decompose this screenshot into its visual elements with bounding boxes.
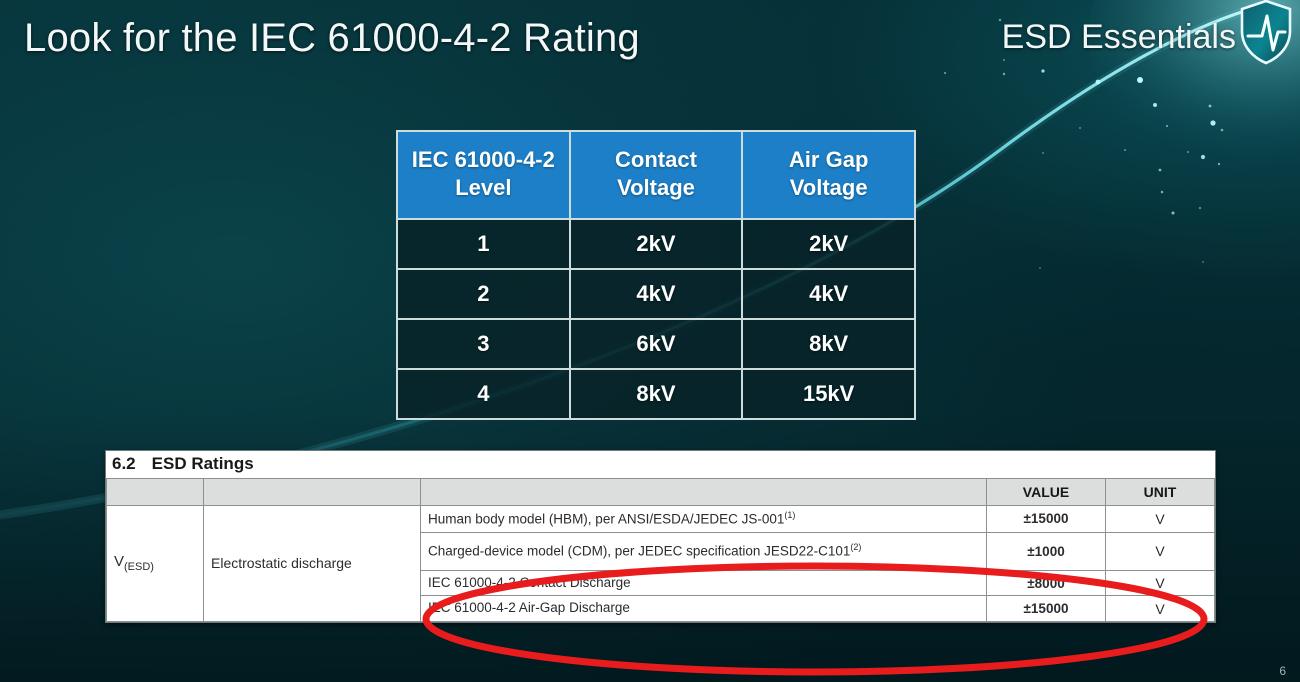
datasheet-value-cell: ±8000 xyxy=(986,569,1106,597)
datasheet-header-parameter xyxy=(203,478,421,506)
brand-title: ESD Essentials xyxy=(1001,17,1236,56)
datasheet-symbol: V xyxy=(114,553,125,571)
datasheet-body: V(ESD) Electrostatic discharge Human bod… xyxy=(106,505,1215,622)
spec-cell-airgap: 4kV xyxy=(741,268,916,321)
spec-cell-contact: 2kV xyxy=(568,218,744,271)
table-row: V(ESD) Electrostatic discharge Human bod… xyxy=(106,505,1215,622)
spec-header-contact-voltage: Contact Voltage xyxy=(568,129,744,221)
datasheet-unit-cell: V xyxy=(1105,569,1215,597)
datasheet-value-cell: ±15000 xyxy=(986,595,1106,622)
datasheet-unit-cell: V xyxy=(1105,531,1215,571)
datasheet-section-title: ESD Ratings xyxy=(151,454,254,473)
brand-lockup: ESD Essentials xyxy=(1001,0,1292,66)
datasheet-section-number: 6.2 xyxy=(112,454,136,473)
spec-cell-contact: 4kV xyxy=(568,268,744,321)
spec-table-body: 1 2kV 2kV 2 4kV 4kV 3 6kV 8kV 4 8kV 15kV xyxy=(396,218,916,421)
spec-cell-airgap: 15kV xyxy=(741,368,916,421)
spec-cell-level: 2 xyxy=(396,268,571,321)
spec-cell-contact: 8kV xyxy=(568,368,744,421)
spec-header-air-gap-voltage: Air Gap Voltage xyxy=(741,129,916,221)
datasheet-footnote-marker: (1) xyxy=(784,510,796,520)
table-row: 4 8kV 15kV xyxy=(396,368,916,421)
spec-table-header-row: IEC 61000-4-2 Level Contact Voltage Air … xyxy=(396,129,916,221)
spec-cell-contact: 6kV xyxy=(568,318,744,371)
datasheet-value-cell: ±15000 xyxy=(986,505,1106,533)
table-row: 3 6kV 8kV xyxy=(396,318,916,371)
spec-header-contact-line2: Voltage xyxy=(617,175,695,201)
table-row: 2 4kV 4kV xyxy=(396,268,916,321)
spec-header-level: IEC 61000-4-2 Level xyxy=(396,129,571,221)
iec-level-table: IEC 61000-4-2 Level Contact Voltage Air … xyxy=(396,129,916,421)
datasheet-description-cell: Charged-device model (CDM), per JEDEC sp… xyxy=(420,531,987,571)
spec-cell-level: 4 xyxy=(396,368,571,421)
page-number: 6 xyxy=(1279,664,1286,678)
datasheet-table: VALUE UNIT V(ESD) Electrostatic discharg… xyxy=(106,478,1215,622)
datasheet-description-cell: Human body model (HBM), per ANSI/ESDA/JE… xyxy=(420,505,987,533)
spec-header-level-line2: Level xyxy=(455,175,512,201)
spec-header-airgap-line2: Voltage xyxy=(789,175,868,201)
datasheet-header-description xyxy=(420,478,987,506)
datasheet-value-cell: ±1000 xyxy=(986,531,1106,571)
datasheet-header-symbol xyxy=(106,478,204,506)
datasheet-description-text: Charged-device model (CDM), per JEDEC sp… xyxy=(428,543,851,559)
spec-cell-airgap: 2kV xyxy=(741,218,916,271)
spec-cell-level: 3 xyxy=(396,318,571,371)
datasheet-esd-ratings: 6.2 ESD Ratings VALUE UNIT V(ESD) Electro… xyxy=(105,450,1216,623)
spec-header-level-line1: IEC 61000-4-2 xyxy=(411,147,555,172)
spec-cell-level: 1 xyxy=(396,218,571,271)
datasheet-description-cell: IEC 61000-4-2 Contact Discharge xyxy=(420,569,987,597)
shield-pulse-icon xyxy=(1240,0,1292,65)
spec-cell-airgap: 8kV xyxy=(741,318,916,371)
datasheet-parameter-cell: Electrostatic discharge xyxy=(203,505,421,622)
datasheet-header-row: VALUE UNIT xyxy=(106,478,1215,506)
datasheet-symbol-subscript: (ESD) xyxy=(124,561,154,574)
datasheet-description-cell: IEC 61000-4-2 Air-Gap Discharge xyxy=(420,595,987,622)
datasheet-unit-cell: V xyxy=(1105,505,1215,533)
spec-header-contact-line1: Contact xyxy=(615,147,697,172)
datasheet-section-heading: 6.2 ESD Ratings xyxy=(106,451,1215,478)
datasheet-footnote-marker: (2) xyxy=(850,542,862,553)
table-row: 1 2kV 2kV xyxy=(396,218,916,271)
datasheet-description-text: Human body model (HBM), per ANSI/ESDA/JE… xyxy=(428,511,785,527)
datasheet-header-value: VALUE xyxy=(986,478,1106,506)
spec-header-airgap-line1: Air Gap xyxy=(788,147,869,172)
slide-title: Look for the IEC 61000-4-2 Rating xyxy=(24,16,640,60)
datasheet-header-unit: UNIT xyxy=(1105,478,1215,506)
datasheet-unit-cell: V xyxy=(1105,595,1215,622)
datasheet-symbol-cell: V(ESD) xyxy=(106,505,204,622)
